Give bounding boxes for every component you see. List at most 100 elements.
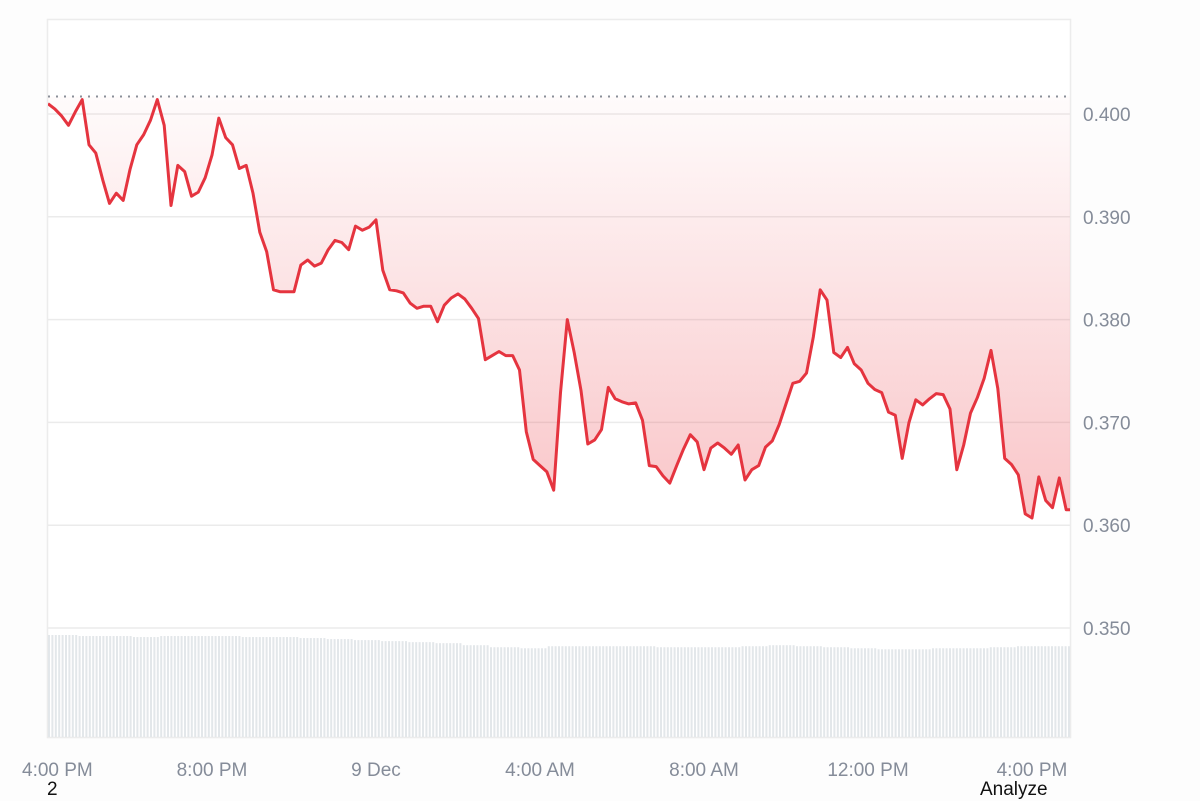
volume-bar — [1013, 647, 1016, 737]
volume-bar — [133, 637, 135, 737]
volume-bar — [303, 638, 305, 737]
volume-bar — [541, 648, 543, 737]
volume-bar — [350, 639, 353, 737]
volume-bar — [452, 643, 455, 737]
volume-bar — [377, 640, 380, 737]
volume-bar — [330, 639, 333, 737]
volume-bar — [748, 646, 751, 737]
volume-bar — [544, 648, 547, 737]
volume-bar — [904, 649, 907, 737]
volume-bar — [537, 648, 540, 737]
y-tick-label: 0.350 — [1083, 619, 1131, 640]
volume-bar — [714, 647, 717, 737]
volume-bar — [354, 640, 356, 737]
volume-bar — [357, 640, 360, 737]
volume-bar — [938, 648, 941, 737]
volume-bar — [241, 637, 244, 737]
analyze-button[interactable]: Analyze — [980, 779, 1048, 800]
volume-bar — [194, 636, 197, 737]
volume-bar — [391, 641, 394, 737]
volume-bar — [626, 646, 628, 737]
volume-bar — [513, 647, 516, 737]
volume-bar — [578, 646, 581, 737]
volume-bar — [813, 646, 815, 737]
volume-bar — [343, 639, 346, 737]
volume-bar — [238, 636, 241, 737]
volume-bar — [442, 643, 445, 737]
volume-bar — [1047, 646, 1050, 737]
volume-bar — [272, 637, 275, 737]
volume-bar — [558, 646, 560, 737]
volume-bar — [466, 645, 469, 737]
volume-bar — [792, 645, 795, 737]
volume-bar — [275, 637, 278, 737]
volume-bar — [959, 648, 962, 737]
volume-bar — [163, 636, 166, 737]
volume-bar — [1027, 646, 1030, 737]
volume-bar — [993, 647, 996, 737]
volume-bar — [520, 648, 523, 737]
volume-bar — [670, 647, 673, 737]
volume-bar — [588, 646, 591, 737]
y-tick-label: 0.360 — [1083, 516, 1131, 537]
volume-bar — [371, 640, 373, 737]
volume-bar — [571, 646, 574, 737]
volume-bar — [976, 648, 979, 737]
volume-bar — [564, 646, 567, 737]
volume-bar — [337, 639, 339, 737]
volume-bar — [772, 645, 775, 737]
volume-bar — [615, 646, 618, 737]
volume-bar — [942, 648, 945, 737]
volume-bar — [58, 635, 61, 737]
volume-bar — [952, 648, 955, 737]
volume-bar — [326, 639, 329, 737]
volume-bar — [799, 646, 802, 737]
volume-bar — [694, 647, 696, 737]
volume-bar — [184, 636, 186, 737]
volume-bar — [527, 648, 530, 737]
volume-bar — [95, 636, 98, 737]
volume-bar — [969, 648, 972, 737]
volume-bar — [116, 636, 118, 737]
volume-bar — [432, 642, 435, 737]
volume-bar — [156, 637, 159, 737]
volume-bar — [1030, 646, 1033, 737]
volume-bar — [112, 636, 115, 737]
volume-bar — [411, 642, 414, 737]
volume-bar — [687, 647, 690, 737]
volume-bar — [1017, 646, 1019, 737]
volume-bar — [102, 636, 105, 737]
volume-bar — [833, 647, 836, 737]
x-tick-label: 9 Dec — [351, 760, 401, 781]
volume-bar — [323, 638, 326, 737]
volume-bar — [683, 647, 686, 737]
volume-bar — [122, 636, 125, 737]
volume-bar — [915, 649, 917, 737]
volume-bar — [105, 636, 108, 737]
volume-bar — [864, 648, 866, 737]
volume-bar — [1051, 646, 1053, 737]
volume-bar — [428, 642, 431, 737]
volume-bar — [364, 640, 367, 737]
volume-bar — [160, 636, 163, 737]
volume-bar — [469, 645, 472, 737]
volume-bar — [894, 649, 897, 737]
volume-bar — [758, 646, 761, 737]
volume-bar — [581, 646, 584, 737]
volume-bar — [1064, 646, 1067, 737]
volume-bar — [598, 646, 601, 737]
volume-bar — [48, 635, 50, 737]
volume-bar — [955, 648, 958, 737]
volume-bar — [269, 637, 271, 737]
volume-bar — [129, 636, 132, 737]
volume-bar — [1010, 647, 1013, 737]
volume-bar — [945, 648, 948, 737]
volume-bar — [738, 647, 741, 737]
volume-bar — [700, 647, 703, 737]
volume-bar — [928, 649, 931, 737]
volume-bar — [840, 647, 843, 737]
volume-bar — [551, 646, 554, 737]
x-tick-label: 8:00 PM — [177, 760, 248, 781]
volume-bar — [486, 645, 489, 737]
volume-bar — [65, 635, 67, 737]
